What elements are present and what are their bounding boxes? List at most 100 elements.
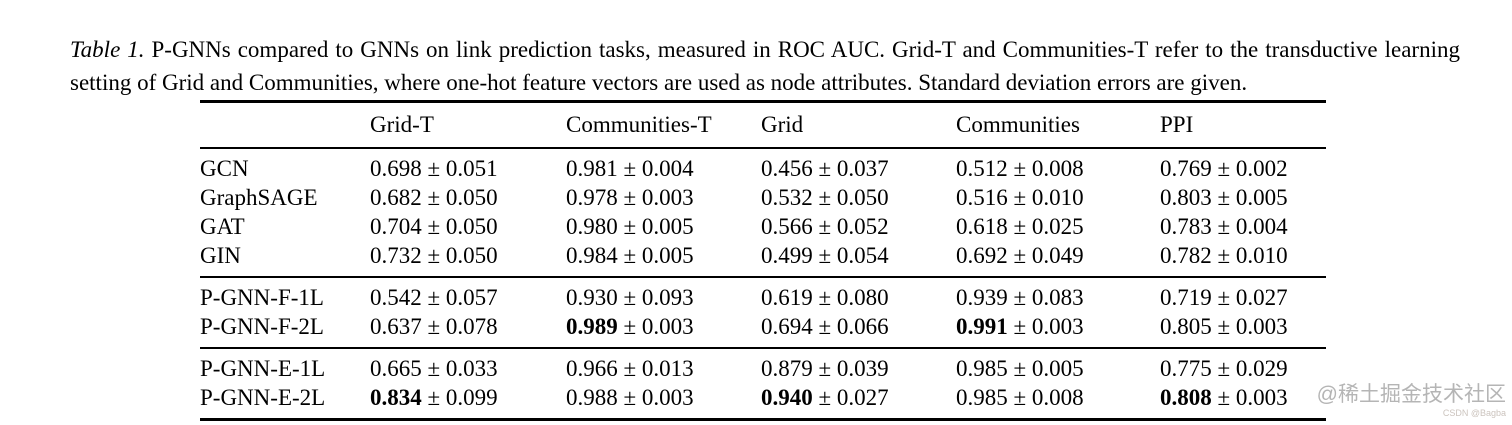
dataset-column-header: Grid: [761, 100, 956, 149]
auc-value: 0.879: [761, 356, 813, 381]
plus-minus-sign: ±: [1013, 214, 1027, 239]
plus-minus-sign: ±: [818, 285, 832, 310]
result-cell: 0.682 ± 0.050: [370, 184, 566, 213]
plus-minus-sign: ±: [818, 314, 832, 339]
header-row: Grid-T Communities-T Grid Communities PPI: [200, 100, 1326, 149]
result-cell: 0.775 ± 0.029: [1160, 347, 1326, 384]
plus-minus-sign: ±: [1217, 285, 1231, 310]
std-dev-value: 0.025: [1031, 214, 1084, 239]
plus-minus-sign: ±: [1217, 156, 1231, 181]
auc-value: 0.775: [1160, 356, 1212, 381]
auc-value: 0.989: [566, 314, 618, 339]
model-name: P-GNN-F-2L: [200, 314, 324, 339]
std-dev-value: 0.050: [445, 243, 498, 268]
auc-value: 0.803: [1160, 185, 1212, 210]
std-dev-value: 0.005: [1031, 356, 1084, 381]
std-dev-value: 0.039: [836, 356, 889, 381]
result-cell: 0.769 ± 0.002: [1160, 147, 1326, 184]
plus-minus-sign: ±: [1013, 356, 1027, 381]
plus-minus-sign: ±: [1217, 314, 1231, 339]
auc-value: 0.783: [1160, 214, 1212, 239]
result-cell: 0.940 ± 0.027: [761, 384, 956, 421]
result-cell: 0.991 ± 0.003: [956, 313, 1160, 348]
result-cell: 0.542 ± 0.057: [370, 276, 566, 313]
result-cell: 0.719 ± 0.027: [1160, 276, 1326, 313]
auc-value: 0.512: [956, 156, 1008, 181]
auc-value: 0.930: [566, 285, 618, 310]
table-row: GAT 0.704 ± 0.050 0.980 ± 0.005 0.566 ± 0.0…: [200, 213, 1326, 242]
plus-minus-sign: ±: [427, 314, 441, 339]
auc-value: 0.692: [956, 243, 1008, 268]
plus-minus-sign: ±: [818, 214, 832, 239]
plus-minus-sign: ±: [818, 156, 832, 181]
model-name: P-GNN-F-1L: [200, 276, 370, 313]
result-cell: 0.985 ± 0.008: [956, 384, 1160, 421]
model-name: P-GNN-E-1L: [200, 347, 370, 384]
result-cell: 0.966 ± 0.013: [566, 347, 761, 384]
auc-value: 0.532: [761, 185, 813, 210]
table-caption: Table 1. P-GNNs compared to GNNs on link…: [70, 33, 1460, 99]
auc-value: 0.694: [761, 314, 813, 339]
result-cell: 0.618 ± 0.025: [956, 213, 1160, 242]
table-caption-label: Table 1.: [70, 37, 145, 62]
auc-value: 0.988: [566, 385, 618, 410]
plus-minus-sign: ±: [427, 285, 441, 310]
plus-minus-sign: ±: [818, 385, 832, 410]
result-cell: 0.984 ± 0.005: [566, 242, 761, 277]
row-group: GCN 0.698 ± 0.051 0.981 ± 0.004 0.456 ± 0.0…: [200, 147, 1326, 277]
plus-minus-sign: ±: [818, 185, 832, 210]
result-cell: 0.985 ± 0.005: [956, 347, 1160, 384]
model-name: GraphSAGE: [200, 185, 318, 210]
result-cell: 0.516 ± 0.010: [956, 184, 1160, 213]
result-cell: 0.732 ± 0.050: [370, 242, 566, 277]
std-dev-value: 0.008: [1031, 385, 1084, 410]
result-cell: 0.803 ± 0.005: [1160, 184, 1326, 213]
plus-minus-sign: ±: [1013, 156, 1027, 181]
plus-minus-sign: ±: [1013, 285, 1027, 310]
auc-value: 0.619: [761, 285, 813, 310]
plus-minus-sign: ±: [1013, 385, 1027, 410]
table-row: P-GNN-F-2L 0.637 ± 0.078 0.989 ± 0.003 0.69…: [200, 313, 1326, 348]
table-caption-text: P-GNNs compared to GNNs on link predicti…: [70, 37, 1460, 95]
auc-value: 0.618: [956, 214, 1008, 239]
plus-minus-sign: ±: [623, 243, 637, 268]
auc-value: 0.834: [370, 385, 422, 410]
result-cell: 0.637 ± 0.078: [370, 313, 566, 348]
std-dev-value: 0.050: [836, 185, 889, 210]
plus-minus-sign: ±: [1013, 243, 1027, 268]
auc-value: 0.805: [1160, 314, 1212, 339]
result-cell: 0.980 ± 0.005: [566, 213, 761, 242]
plus-minus-sign: ±: [623, 214, 637, 239]
std-dev-value: 0.049: [1031, 243, 1084, 268]
auc-value: 0.719: [1160, 285, 1212, 310]
auc-value: 0.698: [370, 156, 422, 181]
std-dev-value: 0.057: [445, 285, 498, 310]
auc-value: 0.516: [956, 185, 1008, 210]
model-name: GIN: [200, 243, 241, 268]
std-dev-value: 0.010: [1235, 243, 1288, 268]
table-row: P-GNN-E-1L 0.665 ± 0.033 0.966 ± 0.013 0.87…: [200, 347, 1326, 384]
std-dev-value: 0.003: [1235, 314, 1288, 339]
std-dev-value: 0.003: [1031, 314, 1084, 339]
std-dev-value: 0.005: [641, 243, 694, 268]
plus-minus-sign: ±: [1013, 185, 1027, 210]
result-cell: 0.456 ± 0.037: [761, 147, 956, 184]
model-name: GCN: [200, 147, 370, 184]
auc-value: 0.769: [1160, 156, 1212, 181]
model-name: GAT: [200, 214, 245, 239]
dataset-column-header: Communities-T: [566, 100, 761, 149]
plus-minus-sign: ±: [1217, 214, 1231, 239]
plus-minus-sign: ±: [427, 185, 441, 210]
auc-value: 0.704: [370, 214, 422, 239]
plus-minus-sign: ±: [623, 314, 637, 339]
auc-value: 0.665: [370, 356, 422, 381]
result-cell: 0.805 ± 0.003: [1160, 313, 1326, 348]
result-cell: 0.939 ± 0.083: [956, 276, 1160, 313]
result-cell: 0.499 ± 0.054: [761, 242, 956, 277]
plus-minus-sign: ±: [1217, 243, 1231, 268]
std-dev-value: 0.003: [1235, 385, 1288, 410]
plus-minus-sign: ±: [427, 385, 441, 410]
std-dev-value: 0.004: [641, 156, 694, 181]
std-dev-value: 0.013: [641, 356, 694, 381]
result-cell: 0.783 ± 0.004: [1160, 213, 1326, 242]
